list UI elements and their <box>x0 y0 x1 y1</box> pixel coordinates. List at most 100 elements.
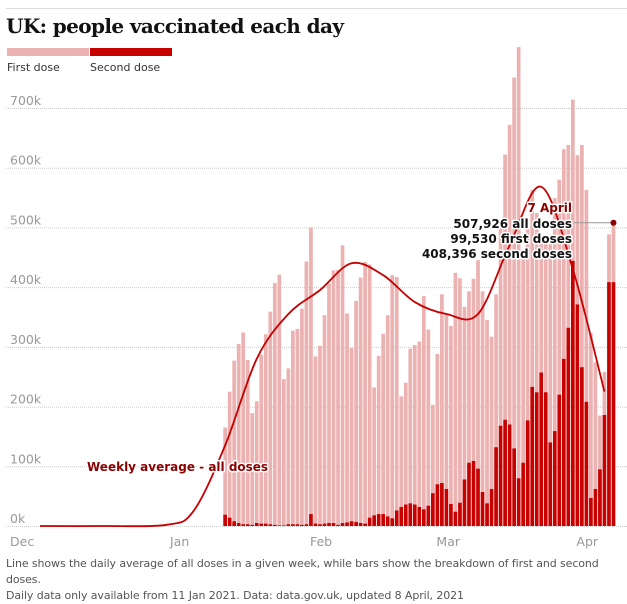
bar-second-dose <box>309 514 313 526</box>
y-tick-label: 100k <box>10 451 42 466</box>
x-tick-label: Jan <box>169 534 189 549</box>
legend-item-first-dose: First dose <box>7 48 89 74</box>
bar-second-dose <box>593 488 598 526</box>
bar-first-dose <box>277 274 282 526</box>
bar-first-dose <box>250 413 255 525</box>
bar-second-dose <box>399 506 404 526</box>
bar-second-dose <box>390 518 395 526</box>
bar-second-dose <box>408 503 413 526</box>
bar-first-dose <box>254 401 259 524</box>
bar-second-dose <box>322 523 327 526</box>
bar-second-dose <box>507 424 512 526</box>
bar-second-dose <box>521 462 526 526</box>
bar-first-dose <box>607 234 611 283</box>
bar-first-dose <box>385 315 390 517</box>
bar-first-dose <box>367 264 372 518</box>
bar-first-dose <box>561 149 566 359</box>
bar-first-dose <box>548 244 553 443</box>
annotations: Weekly average - all doses 7 April 507,926… <box>86 200 617 476</box>
legend: First dose Second dose <box>7 48 173 74</box>
bar-first-dose <box>525 229 530 421</box>
bar-second-dose <box>534 392 539 526</box>
bar-first-dose <box>354 300 358 522</box>
bar-second-dose <box>525 420 530 526</box>
bar-first-dose <box>331 270 336 524</box>
y-tick-label: 200k <box>10 392 42 407</box>
bar-second-dose <box>358 523 363 526</box>
footnote-line-1: Line shows the daily average of all dose… <box>6 557 599 586</box>
bar-second-dose <box>570 260 575 526</box>
bar-first-dose <box>408 348 413 504</box>
bar-first-dose <box>399 396 404 507</box>
bar-first-dose <box>530 189 535 387</box>
bar-second-dose <box>336 524 340 526</box>
bar-first-dose <box>381 333 386 515</box>
bar-second-dose <box>611 282 616 526</box>
bar-second-dose <box>372 515 377 526</box>
bar-second-dose <box>566 327 571 526</box>
bar-second-dose <box>485 503 489 526</box>
bar-first-dose <box>390 275 395 519</box>
bar-first-dose <box>557 179 562 395</box>
bar-first-dose <box>589 333 593 498</box>
bar-second-dose <box>376 514 381 526</box>
bar-second-dose <box>394 510 399 526</box>
bar-first-dose <box>611 222 616 283</box>
bar-first-dose <box>503 154 507 420</box>
x-axis-labels: Dec Jan Feb Mar Apr <box>10 534 599 549</box>
bar-second-dose <box>349 521 354 526</box>
bar-first-dose <box>444 313 449 489</box>
bar-first-dose <box>340 245 345 524</box>
bar-first-dose <box>295 328 300 525</box>
bar-first-dose <box>327 283 331 524</box>
bar-second-dose <box>435 484 440 526</box>
bar-second-dose <box>516 478 521 526</box>
bar-first-dose <box>376 355 381 515</box>
weekly-average-line <box>39 185 606 528</box>
bar-second-dose <box>241 524 246 526</box>
legend-label-first-dose: First dose <box>7 61 60 74</box>
bar-second-dose <box>254 523 259 526</box>
bar-second-dose <box>449 503 453 526</box>
bar-second-dose <box>295 524 300 526</box>
bar-first-dose <box>580 145 584 368</box>
bar-first-dose <box>449 325 453 504</box>
bar-first-dose <box>345 313 349 523</box>
bar-second-dose <box>530 386 535 526</box>
bar-first-dose <box>245 359 250 525</box>
legend-label-second-dose: Second dose <box>90 61 161 74</box>
bar-second-dose <box>444 488 449 526</box>
bar-second-dose <box>318 524 322 526</box>
bar-first-dose <box>471 278 476 461</box>
bar-second-dose <box>552 431 557 526</box>
y-tick-label: 0k <box>10 511 26 526</box>
bar-first-dose <box>417 341 422 507</box>
bar-first-dose <box>412 345 417 505</box>
bar-second-dose <box>313 523 318 526</box>
bar-second-dose <box>340 523 345 526</box>
bar-first-dose <box>291 330 295 525</box>
bar-second-dose <box>227 517 232 526</box>
bar-first-dose <box>552 198 557 432</box>
callout-date: 7 April <box>527 201 572 215</box>
bar-first-dose <box>593 362 598 489</box>
x-tick-label: Feb <box>310 534 332 549</box>
bar-first-dose <box>272 282 277 525</box>
bar-first-dose <box>241 332 246 525</box>
bar-first-dose <box>358 277 363 524</box>
bar-second-dose <box>471 460 476 526</box>
bar-first-dose <box>286 368 291 525</box>
bar-first-dose <box>476 260 480 469</box>
bar-second-dose <box>250 524 255 526</box>
bar-second-dose <box>363 523 367 526</box>
bar-second-dose <box>467 462 471 526</box>
bar-first-dose <box>403 382 408 505</box>
bar-first-dose <box>236 343 241 524</box>
bar-second-dose <box>480 491 485 526</box>
bar-second-dose <box>503 419 507 526</box>
bar-second-dose <box>462 479 467 526</box>
x-tick-label: Apr <box>576 534 598 549</box>
y-tick-label: 300k <box>10 332 42 347</box>
bar-first-dose <box>498 220 503 426</box>
